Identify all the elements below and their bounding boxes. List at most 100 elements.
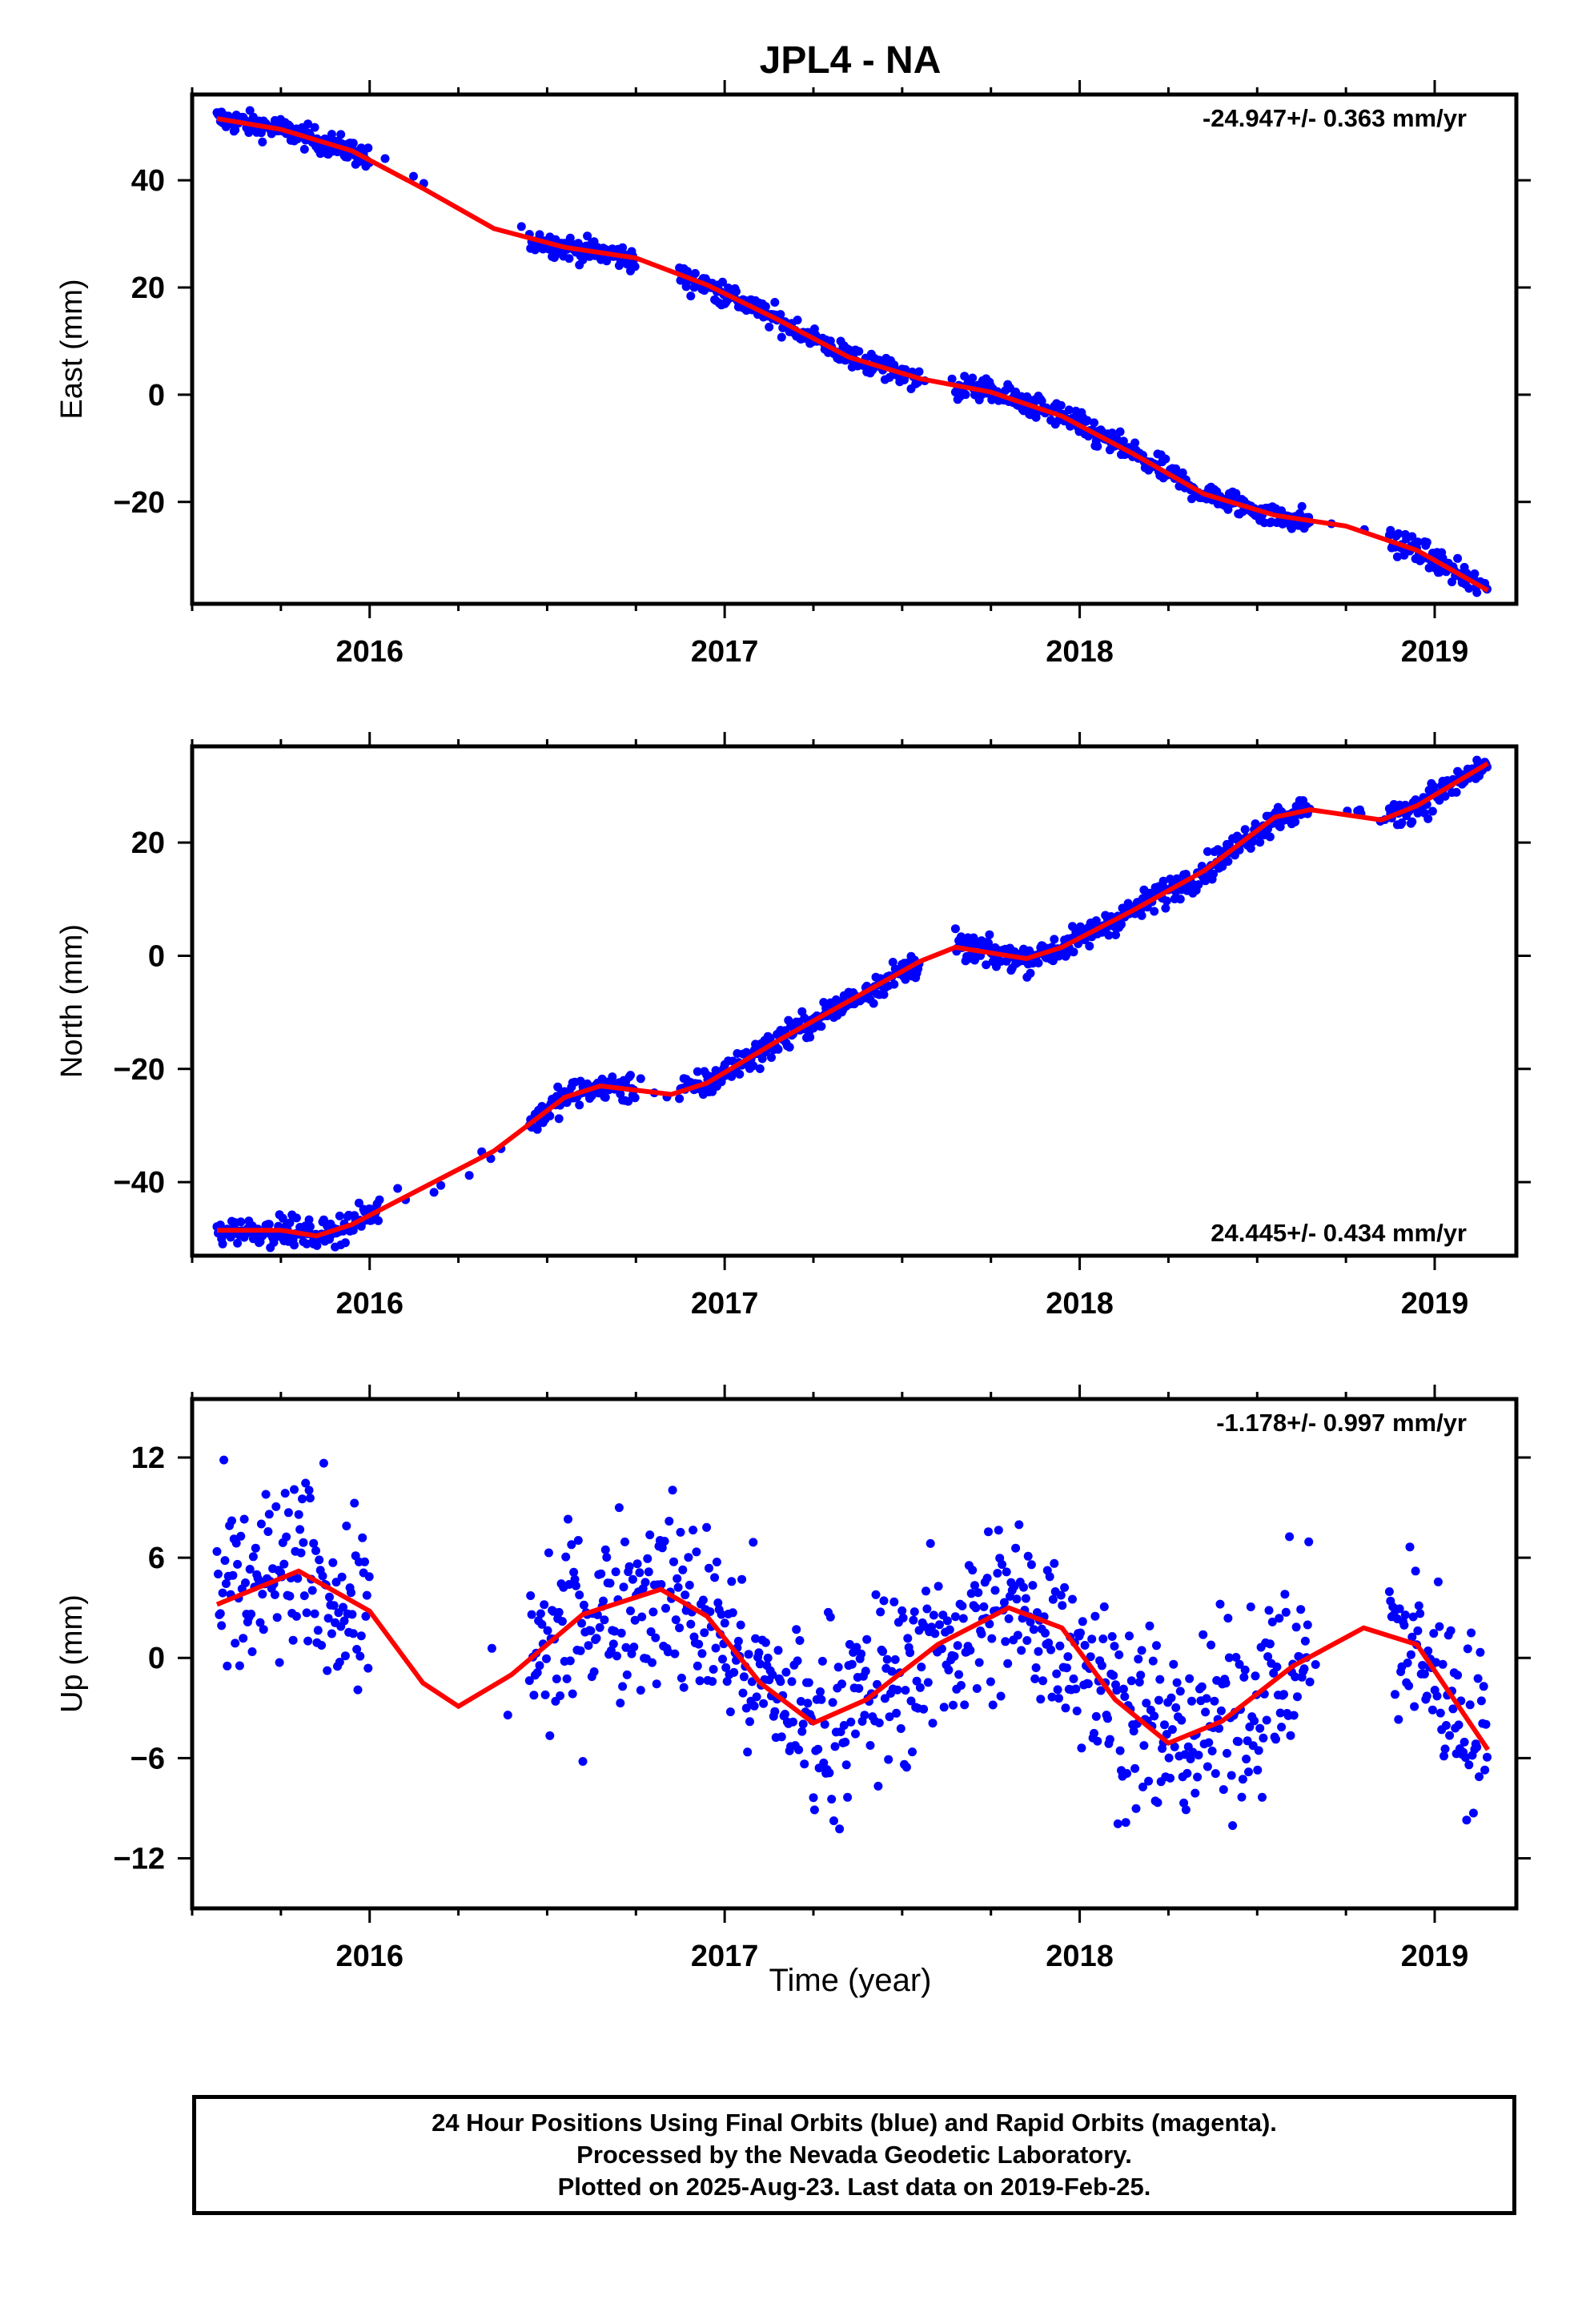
up-data-point [315,1555,324,1565]
up-data-point [231,1638,240,1648]
up-data-point [982,1574,992,1583]
up-data-point [1055,1641,1065,1651]
up-data-point [1148,1656,1158,1666]
north-data-point [888,958,897,967]
up-data-point [921,1586,930,1596]
up-data-point [319,1458,328,1468]
north-data-point [1166,875,1175,884]
east-frame [190,92,1519,606]
up-data-point [350,1498,359,1508]
up-data-point [645,1530,655,1540]
up-data-point [622,1670,632,1679]
up-y-tick-label: 0 [148,1642,165,1675]
up-data-point [1429,1629,1439,1638]
up-data-point [1099,1602,1109,1611]
north-data-point [1026,968,1035,978]
up-data-point [1017,1646,1026,1655]
north-data-point [532,1124,542,1134]
up-data-point [905,1648,915,1658]
east-data-point [1394,529,1403,538]
up-data-point [958,1601,967,1610]
up-data-point [893,1685,902,1695]
north-data-point [1085,941,1094,951]
up-data-point [718,1655,727,1664]
north-data-point [749,1061,758,1071]
up-data-point [996,1691,1006,1701]
east-data-point [1064,405,1074,415]
up-data-point [1044,1638,1054,1647]
up-data-point [1045,1572,1054,1582]
up-data-point [307,1586,317,1595]
up-data-point [621,1642,631,1652]
east-data-point [258,137,267,147]
north-data-point [600,1092,610,1102]
up-data-point [1098,1634,1108,1643]
up-data-point [228,1570,238,1580]
up-data-point [261,1490,271,1499]
north-data-point [984,938,993,947]
east-data-point [348,139,358,148]
north-data-point [304,1215,314,1224]
north-data-point [464,1171,474,1180]
north-panel: 2016 2017 2018 2019 −40 −20 0 20 North (mm) 24.… [55,732,1531,1321]
up-data-point [565,1656,575,1666]
up-data-point [692,1547,701,1557]
up-data-point [796,1697,805,1706]
east-x-tick-label: 2016 [335,635,404,669]
up-data-point [1011,1543,1021,1553]
up-data-point [820,1719,829,1729]
up-data-point [1433,1577,1443,1586]
up-data-point [1480,1765,1490,1775]
up-data-point [713,1598,723,1607]
up-data-point [1210,1696,1219,1706]
up-data-point [239,1634,248,1643]
up-data-point [887,1667,897,1676]
up-data-point [600,1545,610,1554]
up-data-point [1022,1636,1032,1645]
up-data-point [1262,1715,1271,1725]
up-data-point [841,1760,851,1770]
up-data-point [299,1591,309,1601]
up-data-point [1036,1695,1046,1704]
up-data-point [644,1567,653,1577]
up-data-point [873,1781,883,1791]
north-y-tick-label: 20 [131,826,165,860]
up-data-point [794,1745,804,1755]
up-data-point [313,1626,323,1635]
up-data-point [1286,1731,1295,1740]
up-data-point [1227,1771,1236,1780]
up-data-point [1277,1723,1287,1732]
up-data-point [1080,1641,1090,1650]
up-data-point [1400,1610,1410,1620]
up-data-point [759,1699,769,1708]
north-data-point [785,1043,794,1052]
north-data-point [773,1044,783,1054]
up-data-point [575,1590,584,1600]
north-data-point [727,1072,737,1081]
east-data-point [914,367,924,376]
up-data-point [1019,1582,1028,1592]
up-data-point [733,1636,743,1646]
up-data-point [1003,1659,1013,1668]
east-ticks: 2016 2017 2018 2019 −20 0 20 40 [114,80,1531,669]
up-data-point [1052,1669,1062,1679]
up-data-point [358,1533,367,1542]
east-data-point [732,287,741,296]
up-data-point [1058,1601,1067,1610]
east-data-point [1386,525,1395,535]
up-data-point [584,1641,593,1651]
up-data-point [535,1661,544,1671]
up-data-point [561,1552,571,1562]
up-data-point [1170,1742,1179,1751]
up-data-point [291,1611,301,1621]
up-data-point [835,1824,845,1834]
up-data-point [937,1644,946,1654]
north-data-point [1223,857,1233,866]
up-data-point [792,1625,801,1634]
up-data-point [1411,1566,1420,1576]
up-data-point [777,1732,786,1742]
up-data-point [776,1677,785,1687]
up-data-point [686,1619,696,1629]
up-data-point [309,1538,319,1548]
up-data-point [285,1591,295,1601]
